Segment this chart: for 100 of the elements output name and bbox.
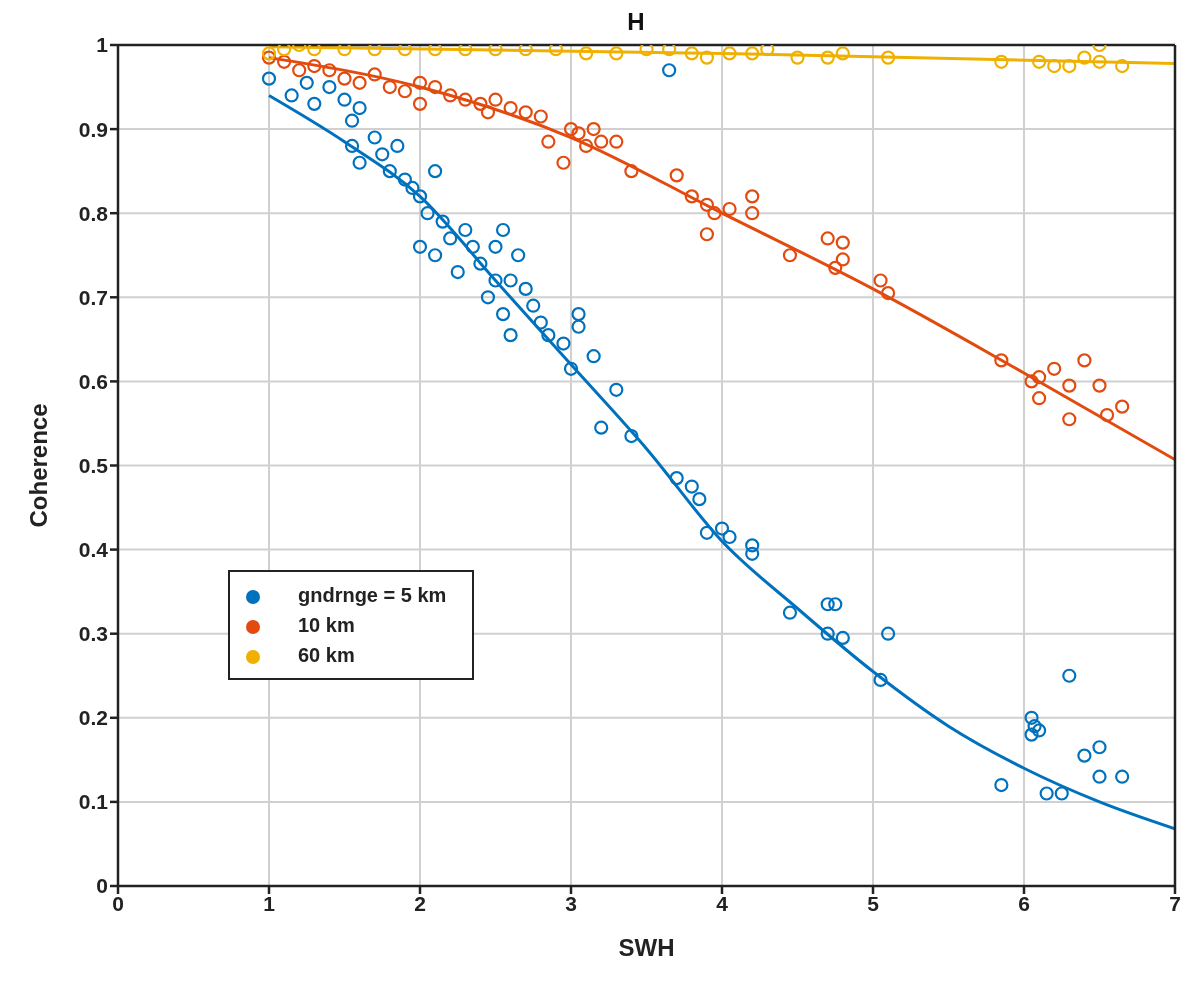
point: [563, 122, 579, 137]
point: [397, 45, 412, 57]
point: [1115, 58, 1130, 74]
point: [367, 67, 382, 82]
point: [722, 46, 737, 61]
y-tick-label: 0.8: [78, 201, 109, 225]
point: [684, 189, 699, 204]
point: [571, 126, 586, 141]
point: [367, 45, 382, 57]
point: [458, 45, 473, 57]
point: [594, 134, 609, 149]
point: [1032, 54, 1047, 69]
y-tick-label: 0: [96, 874, 108, 898]
point: [745, 46, 760, 61]
point: [277, 45, 292, 57]
point: [820, 50, 835, 65]
point: [624, 164, 639, 179]
point: [586, 122, 601, 137]
point: [1077, 353, 1092, 368]
point: [1092, 54, 1107, 69]
point: [548, 45, 563, 57]
point: [261, 50, 277, 65]
point: [428, 45, 443, 57]
x-tick-label: 2: [414, 891, 426, 915]
point: [609, 134, 624, 149]
point: [579, 138, 594, 154]
point: [488, 92, 503, 107]
point: [412, 75, 428, 90]
point: [1032, 391, 1047, 406]
point: [488, 45, 503, 57]
point: [1024, 374, 1039, 389]
point: [533, 109, 548, 124]
point: [1032, 370, 1047, 385]
point: [556, 155, 571, 170]
point: [1115, 399, 1130, 414]
point: [669, 168, 684, 183]
point: [790, 50, 805, 65]
point: [639, 45, 654, 57]
point: [760, 45, 775, 57]
point: [307, 58, 322, 74]
point: [412, 96, 428, 111]
point: [541, 134, 556, 149]
point: [699, 227, 714, 242]
point: [1062, 378, 1077, 393]
point: [609, 46, 624, 61]
x-tick-label: 4: [716, 891, 729, 915]
point: [745, 206, 760, 221]
point: [579, 46, 594, 61]
point: [828, 260, 843, 275]
point: [835, 235, 850, 250]
point: [292, 63, 307, 78]
y-tick-label: 0.6: [78, 369, 108, 393]
point: [684, 46, 699, 61]
point: [352, 75, 367, 90]
y-tick-label: 0.5: [78, 453, 109, 477]
legend-label: 60 km: [298, 644, 355, 666]
point: [337, 71, 352, 86]
point: [307, 45, 322, 57]
point: [662, 45, 677, 57]
point: [707, 206, 722, 221]
point: [699, 197, 714, 212]
y-tick-label: 1: [96, 33, 109, 57]
point: [835, 46, 850, 61]
point: [261, 46, 277, 61]
point: [994, 54, 1009, 69]
point: [1047, 361, 1062, 376]
point: [994, 353, 1009, 368]
y-tick-label: 0.9: [78, 117, 108, 141]
legend-label: gndrnge = 5 km: [298, 584, 447, 606]
point: [277, 54, 292, 69]
x-tick-label: 3: [565, 891, 577, 915]
point: [473, 96, 488, 111]
point: [1099, 407, 1115, 423]
x-axis-title: SWH: [618, 934, 675, 961]
point: [322, 63, 337, 78]
y-tick-label: 0.2: [78, 706, 108, 730]
point: [1062, 412, 1077, 427]
x-tick-label: 1: [263, 891, 276, 915]
y-tick-label: 0.4: [78, 538, 109, 562]
point: [480, 105, 496, 120]
point: [518, 45, 533, 57]
point: [503, 100, 518, 116]
point: [1047, 58, 1062, 74]
point: [722, 201, 737, 217]
point: [382, 79, 397, 95]
point: [458, 92, 473, 107]
point: [873, 273, 888, 288]
point: [820, 231, 835, 246]
point: [518, 105, 533, 120]
point: [881, 50, 896, 65]
x-tick-label: 0: [112, 891, 124, 915]
point: [699, 50, 714, 65]
point: [881, 286, 896, 301]
point: [428, 79, 443, 95]
y-axis-title: Coherence: [24, 403, 52, 528]
point: [397, 84, 412, 99]
x-tick-label: 7: [1169, 891, 1181, 915]
y-tick-label: 0.7: [78, 285, 108, 309]
y-tick-label: 0.3: [78, 622, 108, 646]
point: [782, 248, 798, 263]
